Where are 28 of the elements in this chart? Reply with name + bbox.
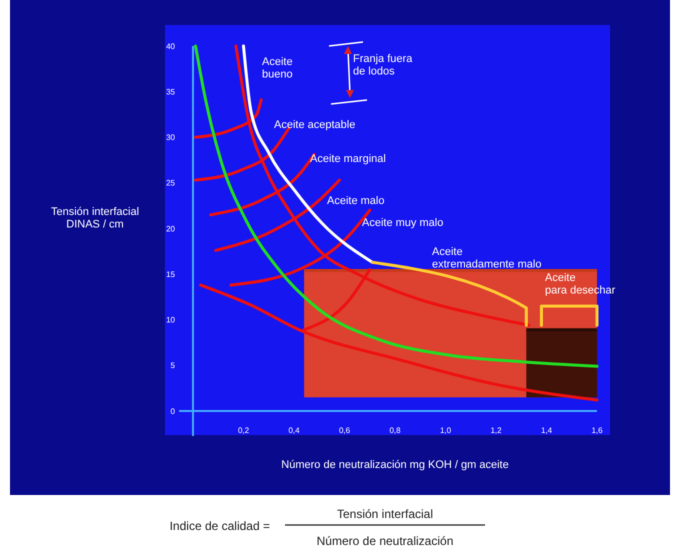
x-tick-label: 1,0	[440, 426, 452, 435]
y-axis-title: Tensión interfacial DINAS / cm	[50, 206, 140, 231]
text: Indice de calidad =	[170, 519, 270, 533]
x-tick-label: 1,2	[490, 426, 502, 435]
y-tick-label: 30	[166, 133, 176, 142]
y-tick-label: 25	[166, 178, 176, 188]
x-axis-title: Número de neutralización mg KOH / gm aceite	[281, 459, 509, 471]
x-tick-label: 0,4	[288, 426, 300, 435]
y-tick-label: 5	[170, 361, 176, 370]
annotation: Aceite muy malo	[362, 217, 444, 229]
y-tick-label: 35	[166, 87, 176, 96]
y-tick-label: 20	[166, 224, 176, 234]
y-tick-label: 10	[166, 316, 176, 325]
x-tick-label: 1,6	[591, 426, 604, 435]
x-tick-label: 0,6	[338, 426, 351, 435]
text: Número de neutralización	[316, 534, 454, 548]
annotation: Aceite extremadamente malo	[432, 246, 542, 271]
annotation: Aceite bueno	[262, 56, 293, 81]
x-tick-label: 0,2	[238, 426, 250, 435]
annotation: Franja fuera de lodos	[353, 53, 414, 78]
y-tick-label: 40	[166, 42, 176, 51]
y-tick-label: 0	[170, 406, 176, 416]
x-tick-label: 0,8	[389, 426, 402, 435]
text: Tensión interfacial	[336, 507, 434, 521]
annotation: Aceite aceptable	[274, 119, 356, 131]
x-tick-label: 1,4	[540, 426, 553, 435]
y-tick-label: 15	[166, 270, 176, 279]
annotation: Aceite malo	[327, 195, 384, 207]
